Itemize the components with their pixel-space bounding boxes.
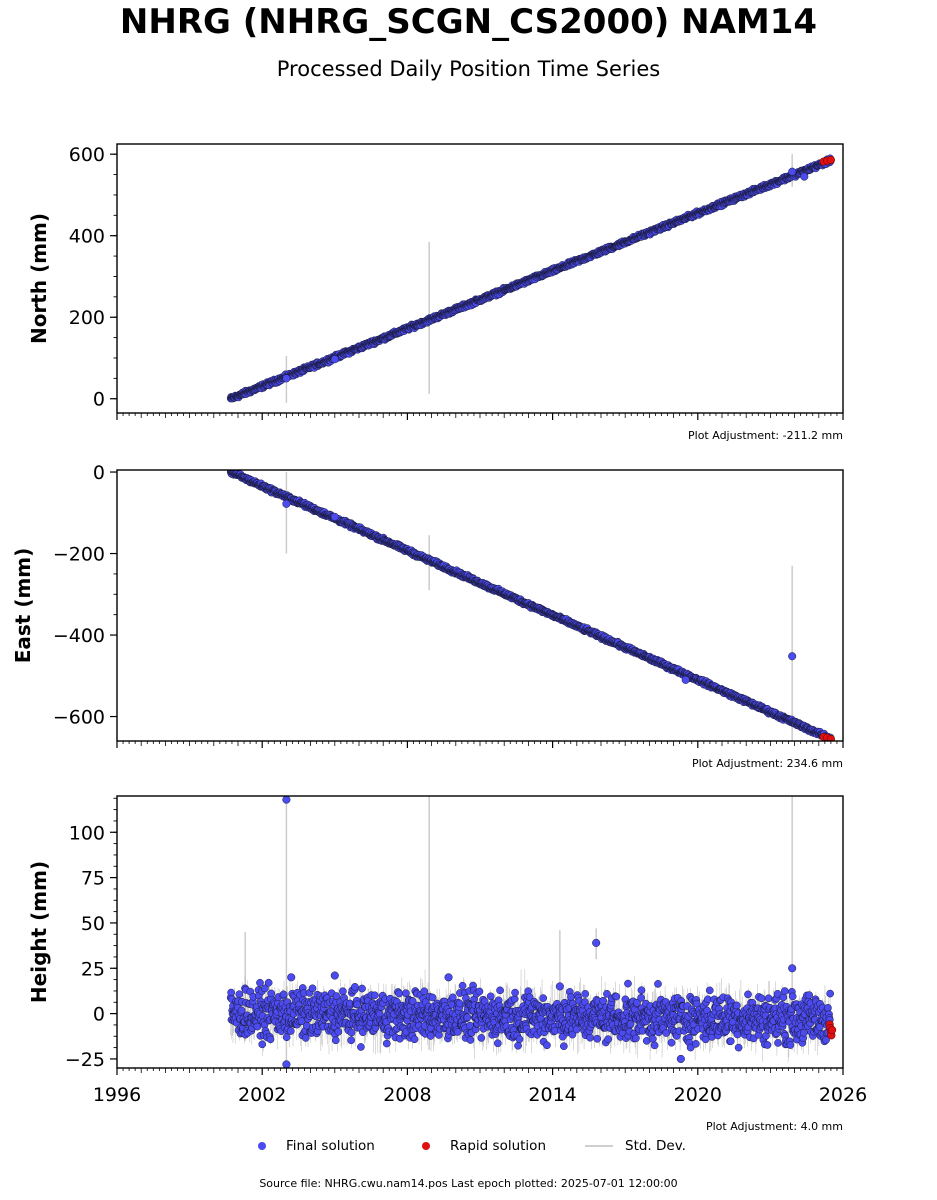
final-solution-point [282,374,291,383]
y-tick-label: 0 [93,389,105,411]
final-solution-point [463,1013,472,1022]
y-tick-label: 0 [93,462,105,484]
y-tick-label: 600 [69,144,105,166]
final-solution-point [264,978,273,987]
plot-area [226,796,837,1068]
y-tick-label: 400 [69,226,105,248]
final-solution-point [357,1043,365,1051]
final-solution-point [261,984,269,993]
panel-1: 0 200 400 600 North (mm) Plot Adjustment: -21… [27,143,844,442]
y-tick-label: −600 [53,707,105,729]
final-solution-point [466,1036,475,1044]
y-tick-label: −400 [53,625,105,647]
final-solution-point [428,993,437,1002]
final-solution-point [258,1040,267,1049]
final-solution-point [395,989,404,998]
final-solution-point [370,991,379,1000]
plot-adjustment-label: Plot Adjustment: -211.2 mm [688,429,843,442]
rapid-solution-point [826,734,835,741]
final-solution-point [420,987,429,996]
final-solution-point [286,1027,295,1035]
final-solution-point [235,990,244,999]
y-axis-label: East (mm) [11,548,35,664]
final-solution-point [475,987,484,996]
final-solution-series [226,470,835,741]
final-solution-point [266,1035,275,1044]
final-solution-point [800,172,809,181]
final-solution-point [358,984,366,993]
final-solution-point [253,1022,262,1031]
final-solution-series [226,154,835,403]
final-solution-point [455,999,464,1008]
final-solution-point [330,512,339,521]
final-solution-point [347,1028,356,1037]
final-solution-point [347,1036,355,1045]
final-solution-point [330,355,339,364]
final-solution-point [279,990,288,999]
final-solution-point [334,1027,343,1036]
final-solution-point [282,499,291,508]
final-solution-point [331,1036,340,1045]
y-axis-label: North (mm) [27,213,51,344]
chart-subtitle: Processed Daily Position Time Series [276,57,661,81]
final-solution-point [681,675,690,684]
y-tick-label: 200 [69,307,105,329]
panel-2: 0 −200 −400 −600 East (mm) Plot Adjustment: 2… [11,462,844,770]
final-solution-point [353,1000,361,1009]
final-solution-point [351,982,359,991]
final-solution-point [227,988,235,997]
final-solution-point [382,1039,391,1048]
final-solution-point [308,984,317,993]
final-solution-point [477,1034,486,1042]
final-solution-point [458,981,467,990]
chart-title: NHRG (NHRG_SCGN_CS2000) NAM14 [119,2,818,42]
final-solution-point [256,978,264,987]
final-solution-point [282,1033,291,1042]
final-solution-point [339,987,347,996]
final-solution-point [788,167,797,176]
plot-area [226,470,835,741]
y-tick-label: −200 [53,544,105,566]
final-solution-point [237,1006,246,1015]
final-solution-point [267,989,276,998]
final-solution-point [788,652,797,661]
plot-area [226,154,835,403]
plot-adjustment-label: Plot Adjustment: 234.6 mm [692,757,843,770]
final-solution-point [448,993,457,1002]
final-solution-point [301,1034,310,1042]
final-solution-series [226,969,835,1062]
rapid-solution-point [826,155,835,164]
plot-frame [116,143,844,414]
final-solution-point [410,1035,419,1044]
